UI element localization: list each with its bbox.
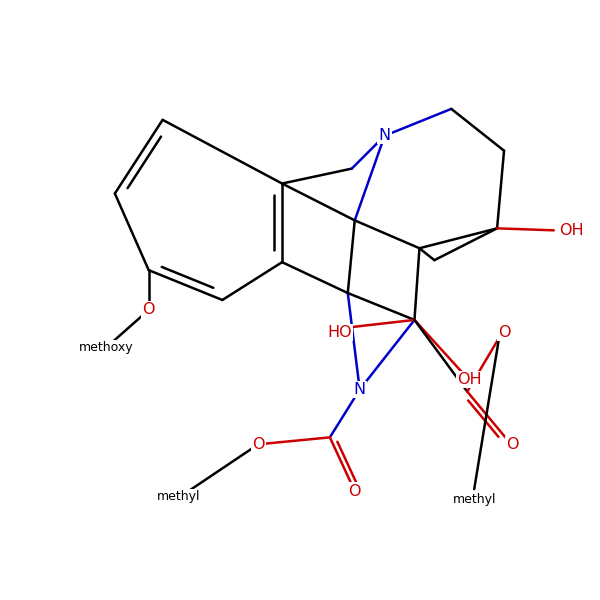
Text: methyl: methyl <box>452 493 496 506</box>
Text: HO: HO <box>328 325 352 340</box>
Text: methyl: methyl <box>157 490 200 503</box>
Text: N: N <box>379 128 391 143</box>
Text: N: N <box>353 382 366 397</box>
Text: O: O <box>252 437 265 452</box>
Text: O: O <box>498 325 511 340</box>
Text: OH: OH <box>559 223 584 238</box>
Text: O: O <box>142 302 155 317</box>
Text: OH: OH <box>457 372 482 387</box>
Text: methoxy: methoxy <box>79 341 133 354</box>
Text: O: O <box>506 437 518 452</box>
Text: O: O <box>349 484 361 499</box>
